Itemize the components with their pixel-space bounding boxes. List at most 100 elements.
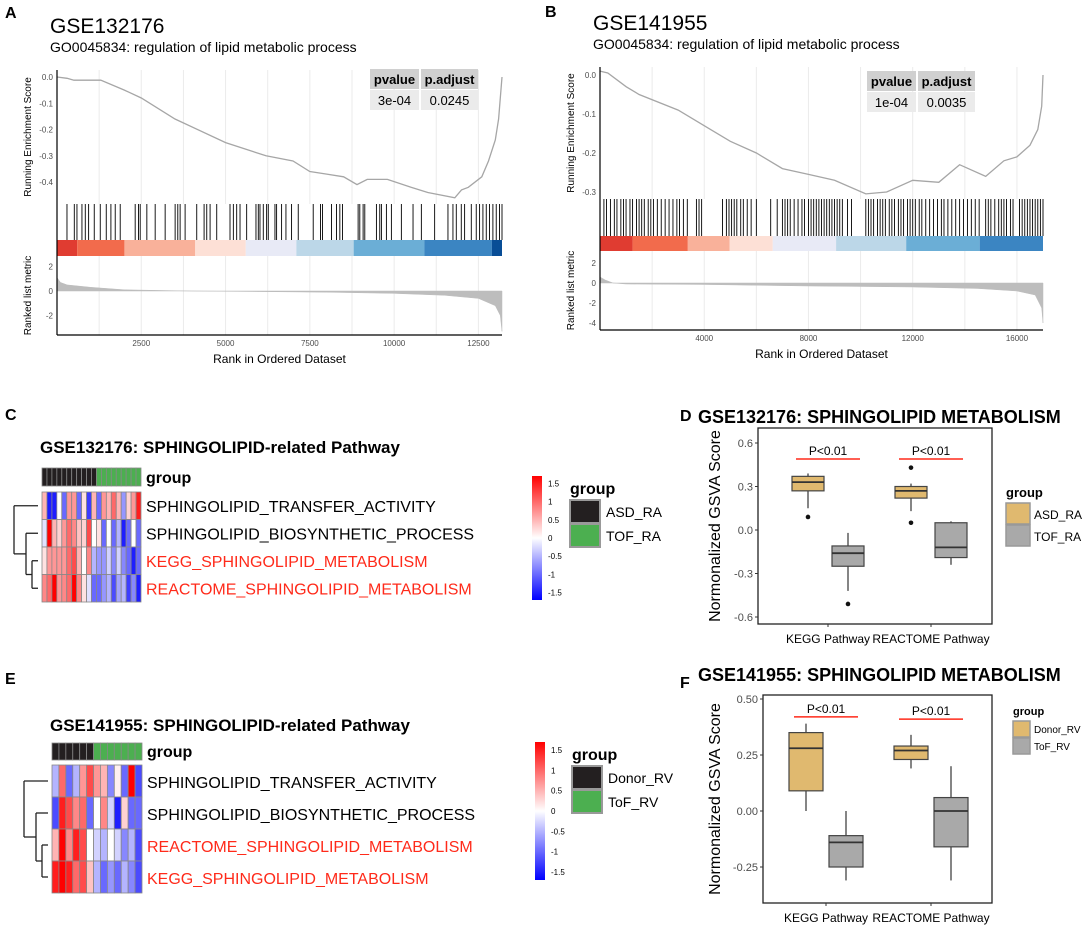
- legend-label: ASD_RA: [606, 504, 663, 520]
- metric-tick-label: -4: [589, 319, 597, 328]
- heatmap-cell: [46, 519, 53, 548]
- table-header-cell: [867, 71, 916, 91]
- enrichment-score-curve: [56, 76, 503, 199]
- legend-swatch: [1012, 737, 1031, 755]
- x-axis-label: Rank in Ordered Dataset: [755, 347, 888, 361]
- group-annotation-cell: [61, 467, 68, 487]
- heatmap-cell: [135, 491, 142, 520]
- legend-title: group: [1006, 485, 1043, 500]
- heatmap-cell: [115, 519, 122, 548]
- heatmap-cell: [51, 574, 58, 603]
- heatmap-title: GSE132176: SPHINGOLIPID-related Pathway: [40, 438, 401, 457]
- group-annotation-cell: [130, 467, 137, 487]
- box: [831, 545, 865, 567]
- group-annotation-cell: [110, 467, 117, 487]
- scale-tick-label: -1.5: [548, 589, 562, 598]
- table-value: 0.0245: [430, 93, 470, 108]
- box: [934, 522, 968, 559]
- panel-label: E: [5, 671, 16, 688]
- heatmap-cell: [91, 574, 97, 603]
- group-annotation-cell: [93, 742, 101, 761]
- table-value: 3e-04: [378, 93, 411, 108]
- group-annotation-cell: [125, 467, 132, 487]
- row-label: SPHINGOLIPID_TRANSFER_ACTIVITY: [147, 775, 437, 792]
- x-tick-label: 4000: [695, 334, 713, 343]
- p-value-label: P<0.01: [912, 704, 951, 718]
- group-annotation-cell: [120, 467, 127, 487]
- heatmap-cell: [127, 764, 136, 798]
- gsea-title: GSE132176: [50, 15, 164, 38]
- row-label: KEGG_SPHINGOLIPID_METABOLISM: [146, 554, 428, 571]
- gsea-subtitle: GO0045834: regulation of lipid metabolic…: [50, 39, 357, 55]
- heatmap-cell: [46, 491, 53, 520]
- heatmap-cell: [72, 860, 81, 894]
- table-value-cell: [421, 90, 478, 110]
- x-tick-label: 8000: [800, 334, 818, 343]
- y-tick-label: 0.3: [738, 482, 753, 494]
- heatmap-cell: [115, 546, 122, 575]
- scale-tick-label: -0.5: [548, 552, 562, 561]
- heatmap-cell: [135, 519, 142, 548]
- group-annotation-cell: [135, 467, 142, 487]
- legend-swatch: [571, 789, 603, 814]
- group-annotation-cell: [71, 467, 78, 487]
- rank-color-band: [245, 240, 297, 256]
- legend-label: ASD_RA: [1034, 508, 1082, 522]
- group-annotation-cell: [79, 742, 88, 761]
- y-tick-label: -0.6: [734, 612, 753, 624]
- heatmap-cell: [41, 491, 48, 520]
- heatmap-cell: [125, 574, 132, 603]
- group-annotation-cell: [51, 742, 60, 761]
- legend-swatch: [569, 523, 601, 548]
- y-tick-label: -0.25: [733, 862, 758, 874]
- heatmap-cell: [51, 764, 60, 798]
- enrichment-score-curve: [599, 70, 1044, 195]
- legend-title: group: [570, 481, 616, 498]
- heatmap-title: GSE141955: SPHINGOLIPID-related Pathway: [50, 716, 411, 735]
- heatmap-cell: [127, 828, 136, 862]
- y-axis-label: Normonalized GSVA Score: [707, 430, 724, 622]
- scale-tick-label: 0: [551, 807, 556, 816]
- x-tick-label: 2500: [132, 339, 150, 348]
- group-annotation-cell: [91, 467, 97, 487]
- panel-label: B: [545, 4, 557, 21]
- scale-tick-label: 1.5: [548, 479, 560, 488]
- group-annotation-cell: [115, 467, 122, 487]
- outlier-point: [805, 514, 811, 520]
- heatmap-cell: [101, 491, 107, 520]
- table-header: pvalue: [374, 72, 415, 87]
- heatmap-cell: [41, 574, 48, 603]
- scale-tick-label: 1: [548, 498, 553, 507]
- rank-color-band: [906, 236, 980, 251]
- rank-color-band: [353, 240, 425, 256]
- legend-title: group: [1013, 706, 1044, 718]
- x-tick-label: 16000: [1006, 334, 1029, 343]
- legend-swatch: [1005, 524, 1031, 547]
- heatmap-cell: [110, 519, 117, 548]
- x-tick-label: KEGG Pathway: [784, 911, 868, 925]
- table-header: pvalue: [871, 74, 912, 89]
- heatmap-cell: [76, 519, 83, 548]
- heatmap-cell: [113, 796, 122, 830]
- x-tick-label: 7500: [301, 339, 319, 348]
- heatmap-cell: [130, 491, 137, 520]
- x-tick-label: REACTOME Pathway: [872, 632, 989, 646]
- y-axis-label: Running Enrichment Score: [566, 73, 577, 193]
- box: [893, 745, 929, 761]
- heatmap-cell: [93, 860, 101, 894]
- heatmap-cell: [58, 764, 67, 798]
- heatmap-cell: [58, 828, 67, 862]
- heatmap-cell: [110, 574, 117, 603]
- heatmap-cell: [79, 860, 88, 894]
- rank-color-band: [124, 240, 196, 256]
- heatmap-cell: [81, 491, 87, 520]
- table-value-cell: [370, 90, 419, 110]
- plot-frame: [762, 694, 993, 904]
- heatmap-cell: [101, 519, 107, 548]
- legend-label: TOF_RA: [1034, 530, 1081, 544]
- metric-axis-label: Ranked list metric: [566, 251, 577, 330]
- scale-tick-label: -0.5: [551, 827, 565, 836]
- group-annotation-cell: [101, 467, 107, 487]
- panel-label: D: [680, 408, 692, 425]
- color-scale-bar: [535, 742, 545, 880]
